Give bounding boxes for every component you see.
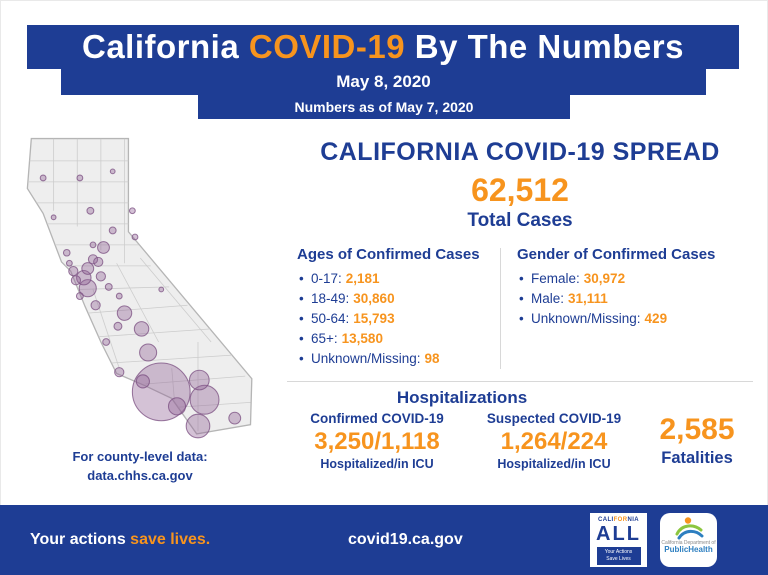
fatalities-label: Fatalities <box>661 448 733 467</box>
confirmed-value: 3,250/1,118 <box>314 428 440 455</box>
gender-column: Gender of Confirmed Cases Female:30,972 … <box>513 246 753 369</box>
date-text: May 8, 2020 <box>336 72 431 91</box>
footer-bar: Your actions save lives. covid19.ca.gov … <box>0 505 768 575</box>
case-breakdown-columns: Ages of Confirmed Cases 0-17:2,181 18-49… <box>287 246 753 369</box>
map-caption-line1: For county-level data: <box>72 449 208 464</box>
asof-text: Numbers as of May 7, 2020 <box>294 99 474 115</box>
age-item: 0-17:2,181 <box>299 269 492 289</box>
cdph-logo: California Department of PublicHealth <box>660 513 717 567</box>
gender-item: Unknown/Missing:429 <box>519 309 753 329</box>
column-divider <box>500 248 501 369</box>
map-caption-url: data.chhs.ca.gov <box>87 467 193 483</box>
cdph-dept-text: California Department of <box>661 540 716 546</box>
california-all-logo: CALIFORNIA ALL Your Actions Save Lives <box>590 513 647 567</box>
california-map <box>26 137 253 439</box>
hospitalizations-title: Hospitalizations <box>396 388 528 407</box>
title-covid19: COVID-19 <box>248 28 406 65</box>
confirmed-hospitalizations: Confirmed COVID-19 3,250/1,118 Hospitali… <box>287 411 467 471</box>
page-title: California COVID-19 By The Numbers <box>82 28 684 66</box>
ages-title: Ages of Confirmed Cases <box>297 246 480 263</box>
suspected-label: Suspected COVID-19 <box>486 411 622 426</box>
title-california: California <box>82 28 249 65</box>
gender-title: Gender of Confirmed Cases <box>517 246 716 263</box>
age-item: 18-49:30,860 <box>299 289 492 309</box>
confirmed-label: Confirmed COVID-19 <box>310 411 444 426</box>
footer-logos: CALIFORNIA ALL Your Actions Save Lives C… <box>590 513 717 567</box>
asof-bar: Numbers as of May 7, 2020 <box>198 95 570 119</box>
header-title-bar: California COVID-19 By The Numbers <box>27 25 739 69</box>
case-bubbles <box>39 168 242 439</box>
map-caption: For county-level data: data.chhs.ca.gov <box>30 448 250 486</box>
suspected-hospitalizations: Suspected COVID-19 1,264/224 Hospitalize… <box>474 411 634 471</box>
spread-title: CALIFORNIA COVID-19 SPREAD <box>320 138 720 166</box>
age-item: 65+:13,580 <box>299 329 492 349</box>
age-item: Unknown/Missing:98 <box>299 349 492 369</box>
suspected-value: 1,264/224 <box>500 428 608 455</box>
gender-list: Female:30,972 Male:31,111 Unknown/Missin… <box>517 269 753 329</box>
section-divider <box>287 381 753 382</box>
county-borders <box>27 138 251 432</box>
fatalities: 2,585 Fatalities <box>641 411 753 471</box>
california-outline <box>26 137 253 435</box>
footer-url: covid19.ca.gov <box>348 531 463 548</box>
age-item: 50-64:15,793 <box>299 309 492 329</box>
date-bar: May 8, 2020 <box>61 69 706 95</box>
suspected-sublabel: Hospitalized/in ICU <box>497 457 611 471</box>
gender-item: Female:30,972 <box>519 269 753 289</box>
footer-tagline: Your actions save lives. <box>30 531 210 549</box>
california-all-wordmark: CALIFORNIA <box>597 517 640 523</box>
cdph-figure-icon <box>675 517 703 540</box>
stats-section: CALIFORNIA COVID-19 SPREAD 62,512 Total … <box>287 138 753 471</box>
total-cases-value: 62,512 <box>471 172 569 208</box>
ages-list: 0-17:2,181 18-49:30,860 50-64:15,793 65+… <box>297 269 492 369</box>
cdph-publichealth-text: PublicHealth <box>664 545 713 554</box>
ages-column: Ages of Confirmed Cases 0-17:2,181 18-49… <box>287 246 492 369</box>
tagline-white: Your actions <box>30 531 131 548</box>
california-all-slogan: Your Actions Save Lives <box>596 547 641 565</box>
california-all-text: ALL <box>596 523 641 545</box>
tagline-orange: save lives. <box>130 531 211 548</box>
gender-item: Male:31,111 <box>519 289 753 309</box>
total-cases-label: Total Cases <box>467 210 573 231</box>
hospitalizations-row: Confirmed COVID-19 3,250/1,118 Hospitali… <box>287 411 753 471</box>
confirmed-sublabel: Hospitalized/in ICU <box>320 457 434 471</box>
title-suffix: By The Numbers <box>405 28 684 65</box>
fatalities-value: 2,585 <box>659 413 735 446</box>
